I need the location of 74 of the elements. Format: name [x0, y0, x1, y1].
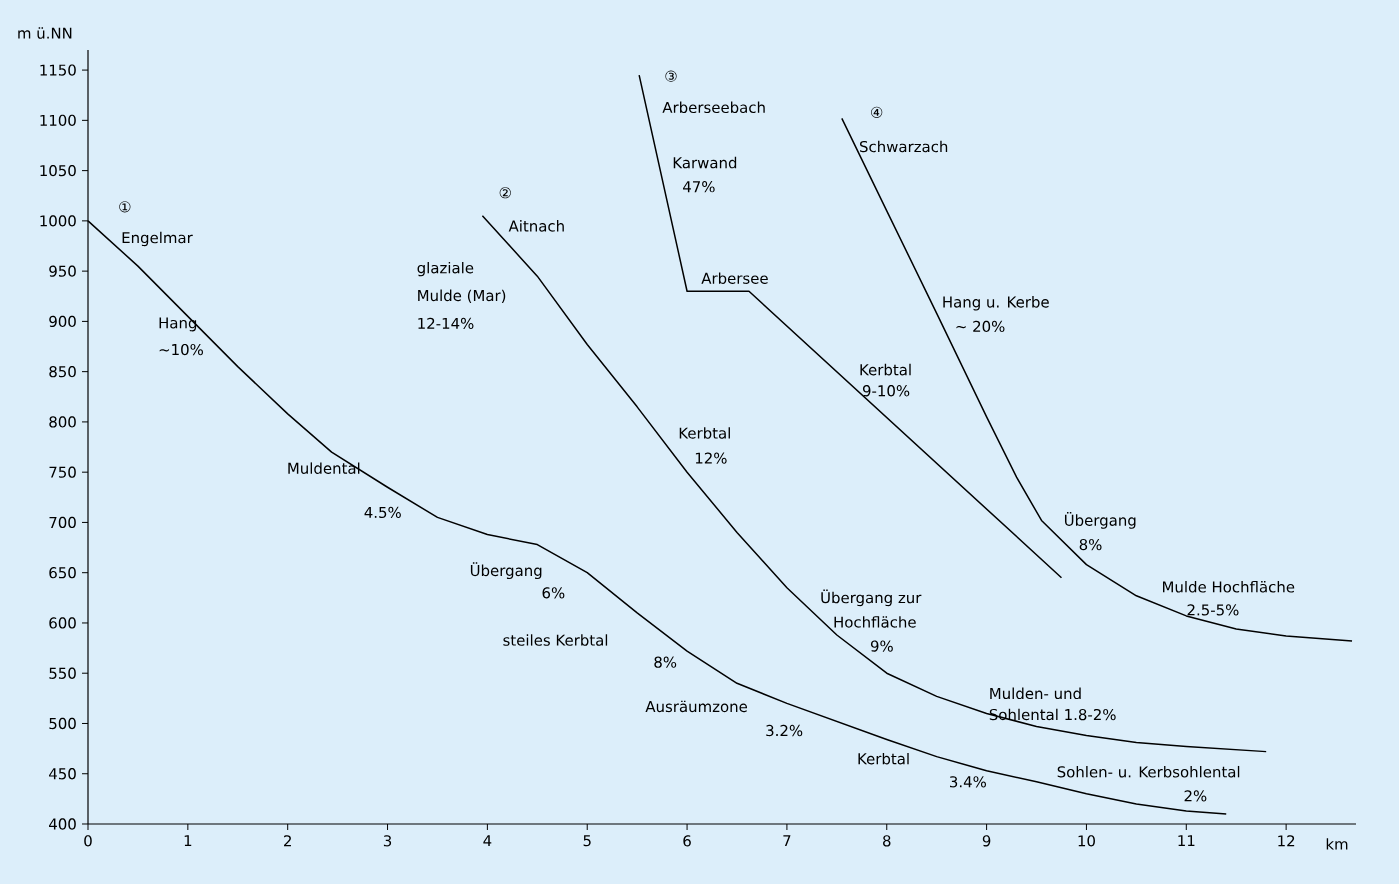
- y-tick-label: 1100: [40, 114, 76, 127]
- annotation: 8%: [654, 656, 677, 668]
- annotation: ∼10%: [159, 343, 203, 356]
- annotation: 8%: [1079, 538, 1102, 551]
- annotation: ②: [499, 187, 511, 199]
- annotation: Kerbtal: [679, 427, 730, 439]
- annotation: Mulden- und: [990, 687, 1081, 700]
- annotation: Übergang: [470, 562, 542, 580]
- y-tick-label: 400: [49, 818, 76, 830]
- annotation: Arberseebach: [662, 101, 765, 114]
- annotation: 9-10%: [862, 385, 910, 397]
- annotation: Hang: [159, 317, 197, 332]
- x-tick-label: 2: [284, 835, 291, 847]
- x-tick-label: 7: [783, 835, 791, 847]
- x-tick-label: 0: [84, 835, 92, 847]
- x-tick-label: 4: [483, 835, 492, 847]
- annotation: Sohlen- u. Kerbsohlental: [1057, 765, 1240, 778]
- x-tick-label: 5: [583, 835, 591, 847]
- y-tick-label: 1150: [40, 64, 76, 76]
- y-tick-label: 500: [49, 717, 76, 730]
- x-tick-label: 11: [1178, 835, 1195, 847]
- y-tick-label: 850: [49, 366, 76, 378]
- y-tick-label: 900: [49, 315, 76, 328]
- annotation: Aitnach: [508, 220, 564, 232]
- y-tick-label: 550: [49, 667, 76, 679]
- annotation: 6%: [542, 587, 565, 599]
- annotation: Kerbtal: [860, 363, 911, 376]
- annotation: Engelmar: [122, 231, 193, 247]
- annotation: Mulde (Mar): [418, 289, 506, 303]
- annotation: 2%: [1184, 790, 1207, 802]
- annotation: ①: [119, 201, 131, 213]
- x-tick-label: 10: [1078, 835, 1095, 847]
- x-tick-label: 9: [982, 835, 991, 847]
- y-tick-label: 750: [49, 466, 76, 478]
- x-tick-label: 6: [683, 835, 691, 847]
- x-tick-label: 12: [1278, 835, 1295, 847]
- y-axis-title: m ü.NN: [18, 27, 72, 39]
- annotation: Arbersee: [701, 272, 768, 284]
- annotation: Übergang: [1064, 512, 1136, 529]
- annotation: Übergang zur: [821, 589, 922, 607]
- annotation: ③: [665, 70, 677, 82]
- annotation: 3.4%: [950, 776, 986, 788]
- y-tick-label: 600: [49, 617, 76, 629]
- y-tick-label: 650: [49, 567, 76, 579]
- annotation: Kerbtal: [858, 752, 909, 765]
- annotation: 9%: [870, 640, 893, 652]
- y-tick-label: 700: [49, 516, 76, 529]
- annotation: ∼ 20%: [956, 320, 1005, 333]
- x-tick-label: 3: [383, 835, 392, 847]
- annotation: 12%: [695, 452, 727, 464]
- x-tick-label: 8: [883, 835, 891, 847]
- annotation: Sohlental 1.8-2%: [989, 708, 1116, 721]
- annotation: Hochfläche: [834, 616, 916, 628]
- y-tick-label: 950: [49, 265, 76, 277]
- annotation: 3.2%: [766, 724, 803, 737]
- annotation: Ausräumzone: [645, 700, 748, 713]
- annotation: ④: [871, 106, 883, 118]
- annotation: 2.5-5%: [1187, 604, 1239, 616]
- x-tick-label: 1: [184, 835, 192, 847]
- annotation: Karwand: [673, 156, 737, 169]
- annotation: 47%: [683, 181, 715, 193]
- annotation: Schwarzach: [859, 140, 948, 153]
- annotation: Mulde Hochfläche: [1163, 581, 1295, 593]
- y-tick-label: 1050: [40, 164, 76, 177]
- y-tick-label: 800: [49, 416, 76, 428]
- y-tick-label: 1000: [40, 215, 76, 227]
- annotation: Hang u. Kerbe: [943, 296, 1049, 311]
- annotation: Muldental: [288, 462, 360, 474]
- x-axis-title: km: [1326, 838, 1348, 850]
- annotation: steiles Kerbtal: [503, 634, 608, 646]
- y-tick-label: 450: [49, 768, 76, 780]
- annotation: 4.5%: [364, 506, 401, 519]
- annotation: 12-14%: [418, 317, 474, 330]
- annotation: glaziale: [417, 261, 474, 277]
